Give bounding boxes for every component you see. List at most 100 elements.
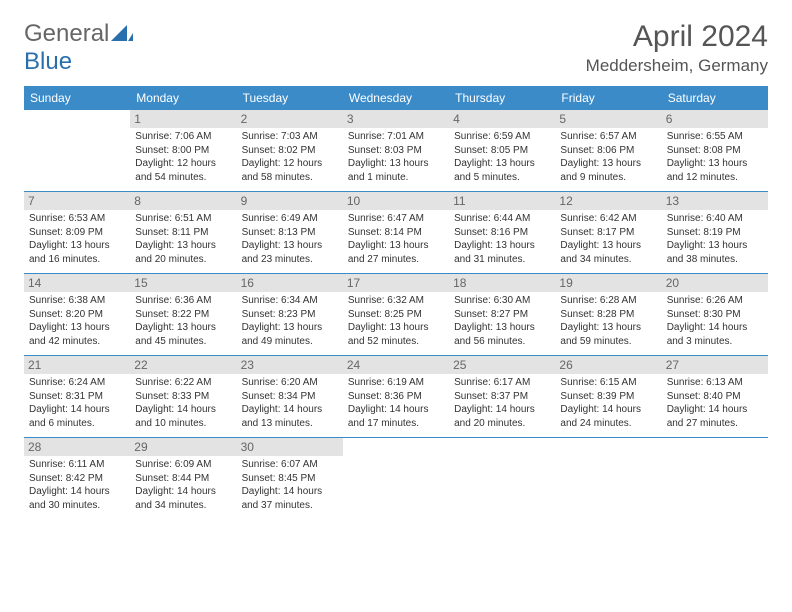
sunrise-text: Sunrise: 6:44 AM: [454, 212, 550, 226]
calendar-cell: 1Sunrise: 7:06 AMSunset: 8:00 PMDaylight…: [130, 110, 236, 192]
sunset-text: Sunset: 8:06 PM: [560, 144, 656, 158]
daylight-text-2: and 34 minutes.: [560, 253, 656, 267]
sunrise-text: Sunrise: 6:09 AM: [135, 458, 231, 472]
sunset-text: Sunset: 8:23 PM: [242, 308, 338, 322]
sunset-text: Sunset: 8:45 PM: [242, 472, 338, 486]
day-number: 29: [130, 438, 236, 456]
daylight-text-1: Daylight: 13 hours: [454, 157, 550, 171]
daylight-text-1: Daylight: 14 hours: [454, 403, 550, 417]
weekday-header: Friday: [555, 86, 661, 110]
day-number: 11: [449, 192, 555, 210]
day-details: Sunrise: 6:49 AMSunset: 8:13 PMDaylight:…: [242, 212, 338, 266]
day-details: Sunrise: 6:51 AMSunset: 8:11 PMDaylight:…: [135, 212, 231, 266]
calendar-cell: 30Sunrise: 6:07 AMSunset: 8:45 PMDayligh…: [237, 438, 343, 520]
calendar-cell: 6Sunrise: 6:55 AMSunset: 8:08 PMDaylight…: [662, 110, 768, 192]
day-details: Sunrise: 6:13 AMSunset: 8:40 PMDaylight:…: [667, 376, 763, 430]
calendar-row: 28 Sunrise: 6:11 AMSunset: 8:42 PMDayligh…: [24, 438, 768, 520]
daylight-text-2: and 20 minutes.: [454, 417, 550, 431]
sunrise-text: Sunrise: 7:01 AM: [348, 130, 444, 144]
daylight-text-1: Daylight: 14 hours: [135, 485, 231, 499]
day-details: Sunrise: 6:11 AMSunset: 8:42 PMDaylight:…: [29, 458, 125, 512]
day-number: 18: [449, 274, 555, 292]
calendar-row: 21Sunrise: 6:24 AMSunset: 8:31 PMDayligh…: [24, 356, 768, 438]
daylight-text-2: and 20 minutes.: [135, 253, 231, 267]
day-number: 9: [237, 192, 343, 210]
daylight-text-2: and 58 minutes.: [242, 171, 338, 185]
sunset-text: Sunset: 8:22 PM: [135, 308, 231, 322]
daylight-text-1: Daylight: 13 hours: [560, 239, 656, 253]
calendar-cell: 16 Sunrise: 6:34 AMSunset: 8:23 PMDayligh…: [237, 274, 343, 356]
location-label: Meddersheim, Germany: [586, 56, 768, 76]
calendar-cell: 7Sunrise: 6:53 AMSunset: 8:09 PMDaylight…: [24, 192, 130, 274]
daylight-text-1: Daylight: 14 hours: [348, 403, 444, 417]
sunrise-text: Sunrise: 6:19 AM: [348, 376, 444, 390]
day-number: 14: [24, 274, 130, 292]
day-details: Sunrise: 6:44 AMSunset: 8:16 PMDaylight:…: [454, 212, 550, 266]
daylight-text-2: and 12 minutes.: [667, 171, 763, 185]
daylight-text-1: Daylight: 14 hours: [667, 403, 763, 417]
day-details: Sunrise: 6:36 AMSunset: 8:22 PMDaylight:…: [135, 294, 231, 348]
calendar-cell: 11 Sunrise: 6:44 AMSunset: 8:16 PMDayligh…: [449, 192, 555, 274]
daylight-text-1: Daylight: 14 hours: [560, 403, 656, 417]
calendar-cell: 25Sunrise: 6:17 AMSunset: 8:37 PMDayligh…: [449, 356, 555, 438]
calendar-row: 14Sunrise: 6:38 AMSunset: 8:20 PMDayligh…: [24, 274, 768, 356]
day-number: 26: [555, 356, 661, 374]
weekday-header: Saturday: [662, 86, 768, 110]
calendar-cell: 12Sunrise: 6:42 AMSunset: 8:17 PMDayligh…: [555, 192, 661, 274]
calendar-row: 1Sunrise: 7:06 AMSunset: 8:00 PMDaylight…: [24, 110, 768, 192]
sunrise-text: Sunrise: 6:59 AM: [454, 130, 550, 144]
calendar-cell: 8Sunrise: 6:51 AMSunset: 8:11 PMDaylight…: [130, 192, 236, 274]
daylight-text-2: and 24 minutes.: [560, 417, 656, 431]
sunset-text: Sunset: 8:11 PM: [135, 226, 231, 240]
day-details: Sunrise: 6:09 AMSunset: 8:44 PMDaylight:…: [135, 458, 231, 512]
title-block: April 2024 Meddersheim, Germany: [586, 20, 768, 76]
day-number: 16: [237, 274, 343, 292]
day-details: Sunrise: 6:40 AMSunset: 8:19 PMDaylight:…: [667, 212, 763, 266]
sunset-text: Sunset: 8:16 PM: [454, 226, 550, 240]
weekday-header-row: Sunday Monday Tuesday Wednesday Thursday…: [24, 86, 768, 110]
sunrise-text: Sunrise: 6:51 AM: [135, 212, 231, 226]
daylight-text-2: and 54 minutes.: [135, 171, 231, 185]
sunrise-text: Sunrise: 6:28 AM: [560, 294, 656, 308]
day-number: 13: [662, 192, 768, 210]
sunset-text: Sunset: 8:27 PM: [454, 308, 550, 322]
calendar-cell: 17Sunrise: 6:32 AMSunset: 8:25 PMDayligh…: [343, 274, 449, 356]
sunset-text: Sunset: 8:42 PM: [29, 472, 125, 486]
sunrise-text: Sunrise: 6:57 AM: [560, 130, 656, 144]
sunrise-text: Sunrise: 6:40 AM: [667, 212, 763, 226]
sunrise-text: Sunrise: 6:20 AM: [242, 376, 338, 390]
sunset-text: Sunset: 8:19 PM: [667, 226, 763, 240]
day-number: 28: [24, 438, 130, 456]
sunrise-text: Sunrise: 6:15 AM: [560, 376, 656, 390]
day-number: 10: [343, 192, 449, 210]
daylight-text-1: Daylight: 14 hours: [242, 485, 338, 499]
daylight-text-2: and 31 minutes.: [454, 253, 550, 267]
day-details: Sunrise: 6:53 AMSunset: 8:09 PMDaylight:…: [29, 212, 125, 266]
daylight-text-2: and 45 minutes.: [135, 335, 231, 349]
daylight-text-2: and 37 minutes.: [242, 499, 338, 513]
day-details: Sunrise: 6:34 AMSunset: 8:23 PMDaylight:…: [242, 294, 338, 348]
daylight-text-1: Daylight: 14 hours: [29, 403, 125, 417]
day-number: 27: [662, 356, 768, 374]
day-number: 4: [449, 110, 555, 128]
sunset-text: Sunset: 8:00 PM: [135, 144, 231, 158]
calendar-cell: 13 Sunrise: 6:40 AMSunset: 8:19 PMDayligh…: [662, 192, 768, 274]
daylight-text-1: Daylight: 13 hours: [135, 239, 231, 253]
sunset-text: Sunset: 8:37 PM: [454, 390, 550, 404]
sunrise-text: Sunrise: 7:06 AM: [135, 130, 231, 144]
sunset-text: Sunset: 8:44 PM: [135, 472, 231, 486]
day-number: 3: [343, 110, 449, 128]
calendar-cell: [662, 438, 768, 520]
calendar-cell: 22Sunrise: 6:22 AMSunset: 8:33 PMDayligh…: [130, 356, 236, 438]
weekday-header: Wednesday: [343, 86, 449, 110]
daylight-text-1: Daylight: 13 hours: [29, 321, 125, 335]
sunrise-text: Sunrise: 6:30 AM: [454, 294, 550, 308]
sunrise-text: Sunrise: 6:07 AM: [242, 458, 338, 472]
daylight-text-1: Daylight: 14 hours: [667, 321, 763, 335]
sunrise-text: Sunrise: 6:38 AM: [29, 294, 125, 308]
daylight-text-2: and 49 minutes.: [242, 335, 338, 349]
daylight-text-2: and 1 minute.: [348, 171, 444, 185]
calendar-cell: 26Sunrise: 6:15 AMSunset: 8:39 PMDayligh…: [555, 356, 661, 438]
daylight-text-2: and 30 minutes.: [29, 499, 125, 513]
sunrise-text: Sunrise: 6:32 AM: [348, 294, 444, 308]
